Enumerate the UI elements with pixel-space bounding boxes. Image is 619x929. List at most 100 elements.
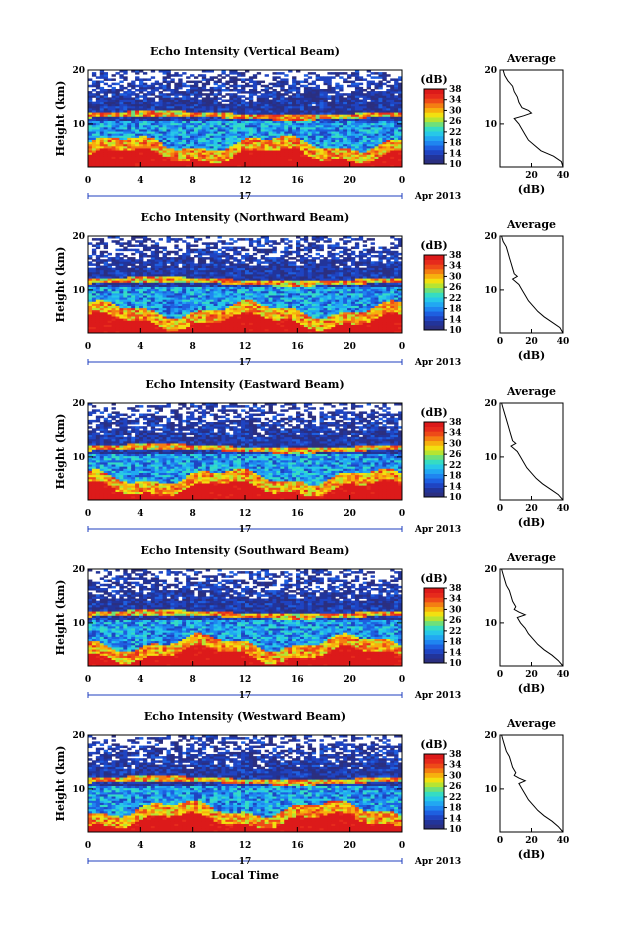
heatmap-cell [260,131,266,134]
heatmap-cell [311,164,317,168]
heatmap-cell [142,238,148,241]
heatmap-cell [350,133,356,136]
colorbar-swatch [424,103,444,109]
heatmap-cell [292,124,297,128]
heatmap-cell [221,263,226,266]
heatmap-cell [174,160,179,164]
heatmap-cell [197,250,203,254]
heatmap-cell [123,242,128,245]
heatmap-cell [366,137,372,140]
heatmap-cell [213,86,218,90]
heatmap-cell [280,110,285,113]
heatmap-cell [280,135,285,138]
heatmap-cell [209,120,215,124]
heatmap-cell [339,126,344,130]
heatmap-cell [264,126,269,130]
heatmap-cell [127,156,132,159]
heatmap-cell [319,112,324,115]
heatmap-cell [303,88,309,92]
heatmap-cell [103,318,109,321]
heatmap-cell [358,141,364,145]
heatmap-cell [268,91,273,94]
heatmap-cell [88,318,93,321]
heatmap-cell [139,154,144,157]
heatmap-cell [178,269,183,273]
heatmap-cell [284,99,289,103]
heatmap-cell [237,158,242,162]
heatmap-cells [88,70,403,168]
heatmap-cell [245,84,250,88]
heatmap-cell [245,259,250,262]
heatmap-cell [241,133,246,136]
heatmap-cell [233,330,238,334]
heatmap-cell [154,292,160,296]
heatmap-cell [299,152,305,155]
heatmap-cell [268,93,273,96]
heatmap-cell [299,129,305,132]
heatmap-cell [225,299,230,302]
heatmap-cell [303,156,309,159]
heatmap-cell [358,107,364,111]
heatmap-cell [201,103,207,107]
heatmap-cell [103,271,109,275]
heatmap-cell [299,118,305,122]
heatmap-cell [327,91,332,94]
heatmap-cell [150,314,156,317]
heatmap-cell [150,328,156,332]
heatmap-cell [166,330,171,334]
heatmap-cell [182,303,187,306]
heatmap-cell [182,324,187,328]
heatmap-cell [221,267,226,271]
heatmap-cell [115,120,120,124]
heatmap-cell [193,278,199,281]
heatmap-cell [103,307,109,311]
heatmap-cell [174,286,179,290]
heatmap-cell [237,265,242,269]
heatmap-cell [229,97,234,100]
heatmap-cell [119,242,124,245]
heatmap-cell [209,309,215,313]
heatmap-cell [154,257,160,260]
heatmap-cell [131,286,136,290]
heatmap-cell [123,72,128,75]
heatmap-cell [193,126,199,130]
heatmap-cell [142,280,148,283]
heatmap-cell [331,162,336,166]
heatmap-cell [201,301,207,304]
heatmap-cell [131,290,136,294]
heatmap-cell [123,107,128,111]
heatmap-cell [123,265,128,269]
heatmap-cell [343,101,348,105]
heatmap-cell [225,150,230,153]
heatmap-cell [217,97,222,100]
heatmap-cell [347,133,352,136]
heatmap-cell [193,112,199,115]
heatmap-cell [127,141,132,145]
heatmap-cell [166,320,171,323]
heatmap-cell [260,114,266,117]
heatmap-cell [307,118,313,122]
heatmap-cell [162,246,167,250]
heatmap-cell [245,156,250,159]
heatmap-cell [88,154,93,157]
heatmap-cell [323,103,328,107]
heatmap-cell [127,93,132,96]
heatmap-cell [315,110,320,113]
heatmap-cell [358,76,364,79]
heatmap-cell [182,309,187,313]
heatmap-cell [292,137,297,140]
heatmap-cell [197,286,203,290]
heatmap-cell [229,292,234,296]
heatmap-cell [139,95,144,98]
heatmap-cell [193,148,199,151]
heatmap-cell [374,154,379,157]
heatmap-cell [205,80,211,84]
heatmap-cell [354,105,360,109]
heatmap-cell [339,101,344,105]
heatmap-cell [119,318,124,321]
heatmap-cell [374,129,379,132]
heatmap-cell [245,131,250,134]
heatmap-cell [241,131,246,134]
heatmap-cell [335,95,340,98]
heatmap-cell [170,80,175,84]
